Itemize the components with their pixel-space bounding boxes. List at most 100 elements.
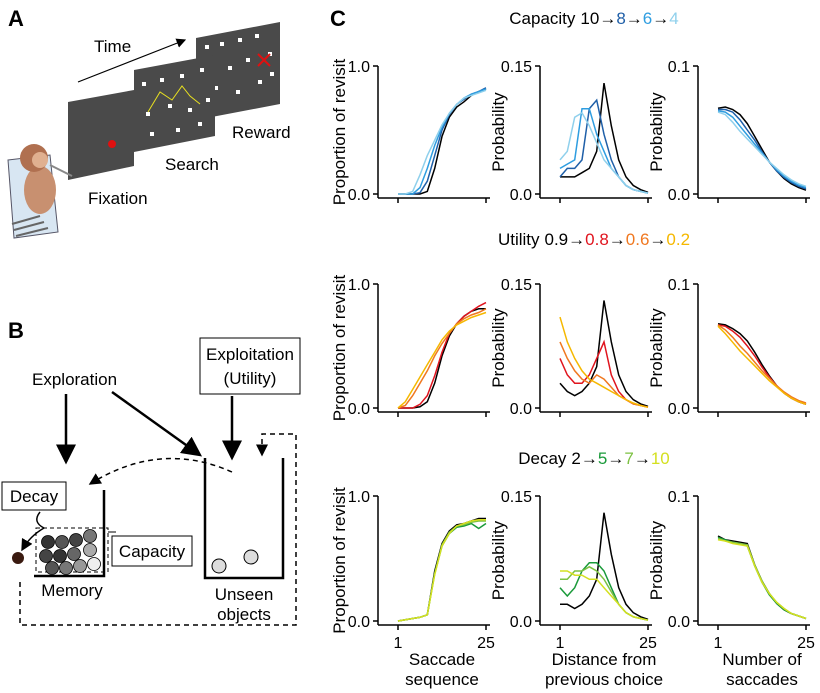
data-line — [560, 512, 649, 621]
y-tick-label: 0.0 — [348, 187, 370, 204]
unseen-container — [203, 458, 285, 580]
legend-entry: 0.6 — [626, 230, 650, 249]
legend: Decay 2→5→7→10 — [518, 449, 670, 468]
y-tick-label: 0.0 — [348, 614, 370, 631]
legend-separator: → — [609, 230, 626, 249]
utility-label: (Utility) — [224, 369, 277, 388]
panel-letter: C — [330, 6, 346, 31]
data-line — [717, 110, 807, 189]
data-line — [717, 111, 807, 188]
y-tick-label: 0.0 — [348, 401, 370, 418]
legend-entry: 4 — [669, 9, 678, 28]
decay-arrow — [21, 511, 46, 552]
legend-entry: 0.8 — [585, 230, 609, 249]
y-tick-label: 0.15 — [501, 489, 532, 506]
y-tick-label: 1.0 — [348, 59, 370, 76]
capacity-label: Capacity — [119, 542, 186, 561]
legend-separator: → — [652, 9, 669, 28]
object — [211, 558, 227, 574]
y-tick-label: 0.0 — [668, 401, 690, 418]
exploitation-label: Exploitation — [206, 345, 294, 364]
fixation-screen — [68, 90, 134, 180]
legend-entry: 10 — [651, 449, 670, 468]
panel-letter: B — [8, 318, 24, 343]
y-tick-label: 0.1 — [668, 59, 690, 76]
data-line — [397, 522, 487, 622]
exploration-label: Exploration — [32, 370, 117, 389]
legend: Utility 0.9→0.8→0.6→0.2 — [498, 230, 690, 249]
memory-label: Memory — [41, 581, 103, 600]
legend-entry: 5 — [598, 449, 607, 468]
data-line — [717, 536, 807, 620]
legend-separator: → — [634, 449, 651, 468]
y-axis-label: Probability — [489, 92, 508, 172]
x-tick-label: 25 — [639, 635, 657, 652]
data-line — [397, 311, 487, 409]
data-line — [397, 308, 487, 409]
data-line — [559, 341, 649, 408]
data-line — [717, 535, 807, 620]
dashed-arrow — [88, 457, 233, 485]
fixation-label: Fixation — [88, 189, 148, 208]
data-line — [559, 339, 649, 408]
capacity-box — [111, 535, 193, 567]
y-tick-label: 1.0 — [348, 277, 370, 294]
legend-entry: 2 — [571, 449, 580, 468]
data-line — [559, 316, 649, 408]
exploitation-box — [199, 337, 301, 395]
y-tick-label: 0.0 — [668, 614, 690, 631]
decay-label: Decay — [10, 487, 59, 506]
unseen-label: objects — [217, 605, 271, 624]
data-line — [559, 98, 649, 194]
data-line — [717, 106, 807, 191]
fixation-point — [108, 140, 116, 148]
data-line — [717, 539, 807, 620]
legend-entry: 0.9 — [545, 230, 569, 249]
y-tick-label: 0.15 — [501, 277, 532, 294]
y-tick-label: 0.15 — [501, 59, 532, 76]
x-tick-label: 1 — [714, 635, 723, 652]
y-axis-label: Probability — [489, 308, 508, 388]
y-axis-label: Proportion of revisit — [330, 274, 349, 421]
decayed-item — [12, 552, 24, 564]
unseen-label: Unseen — [215, 585, 274, 604]
x-tick-label: 25 — [477, 635, 495, 652]
legend-title: Utility — [498, 230, 540, 249]
x-tick-label: 1 — [556, 635, 565, 652]
legend-title: Decay — [518, 449, 567, 468]
y-axis-label: Proportion of revisit — [330, 487, 349, 634]
reward-screen — [196, 22, 280, 120]
y-axis-label: Probability — [647, 92, 666, 172]
y-axis-label: Probability — [647, 520, 666, 600]
memory-items — [39, 529, 101, 575]
legend-entry: 6 — [643, 9, 652, 28]
reward-mark — [257, 53, 271, 67]
x-axis-label: Distance from previous choice — [544, 650, 664, 689]
data-line — [398, 87, 487, 195]
search-label: Search — [165, 155, 219, 174]
decay-box — [1, 481, 67, 511]
legend-title: Capacity — [509, 9, 576, 28]
data-line — [559, 300, 649, 408]
legend-separator: → — [581, 449, 598, 468]
data-line — [398, 88, 487, 195]
x-axis-label: Number of saccades — [722, 650, 802, 689]
y-tick-label: 0.0 — [668, 187, 690, 204]
legend-entry: 10 — [580, 9, 599, 28]
y-axis-label: Proportion of revisit — [330, 58, 349, 205]
data-line — [560, 82, 649, 194]
y-axis-label: Probability — [647, 308, 666, 388]
data-line — [717, 325, 807, 406]
data-line — [398, 301, 487, 409]
legend-separator: → — [599, 9, 616, 28]
targets — [142, 68, 210, 136]
legend-entry: 7 — [624, 449, 633, 468]
time-label: Time — [94, 37, 131, 56]
dashed-loop — [19, 433, 297, 626]
legend-entry: 8 — [616, 9, 625, 28]
data-line — [397, 519, 486, 622]
y-tick-label: 0.1 — [668, 489, 690, 506]
data-line — [398, 89, 487, 195]
